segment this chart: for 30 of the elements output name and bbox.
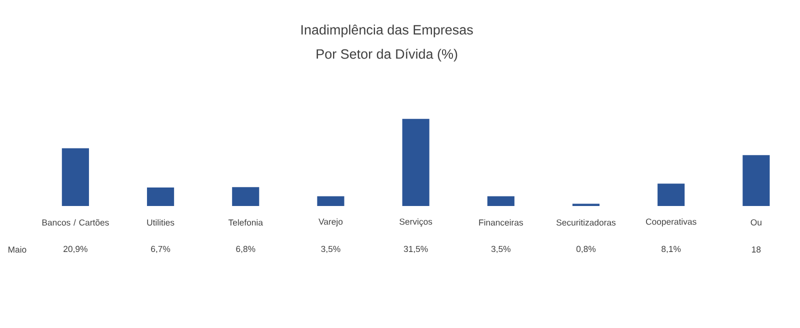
x-tick-label: Ou [750, 219, 762, 226]
chart-subtitle: Por Setor da Dívida (%) [316, 48, 458, 62]
text: Maio [8, 246, 26, 253]
data-label: 6,7% [151, 246, 170, 254]
x-tick-label: Financeiras [479, 219, 523, 226]
x-tick-label: Telefonia [228, 219, 263, 226]
x-tick-label: Securitizadoras [556, 219, 616, 226]
bar [62, 148, 89, 206]
x-tick-label: Serviços [400, 218, 432, 227]
data-label: 8,1% [662, 246, 681, 254]
bar [487, 196, 514, 206]
data-label: 3,5% [491, 246, 510, 254]
bar [317, 196, 344, 206]
data-label: 0,8% [576, 246, 596, 254]
x-tick-label: Cooperativas [646, 218, 696, 227]
data-label: 18 [752, 246, 761, 253]
bar [572, 204, 600, 206]
bar [146, 188, 174, 206]
chart-title: Inadimplência das Empresas [301, 24, 473, 38]
data-label: 6,8% [236, 246, 256, 254]
bar [658, 184, 685, 206]
data-label: 3,5% [321, 246, 340, 254]
bar [742, 155, 770, 206]
data-label: 31,5% [404, 246, 428, 254]
x-tick-label: Bancos / Cartões [42, 219, 109, 226]
bar [402, 119, 430, 206]
x-tick-label: Varejo [318, 218, 343, 227]
data-label: 20,9% [64, 246, 88, 254]
x-tick-label: Utilities [147, 219, 174, 226]
bar [232, 187, 260, 206]
